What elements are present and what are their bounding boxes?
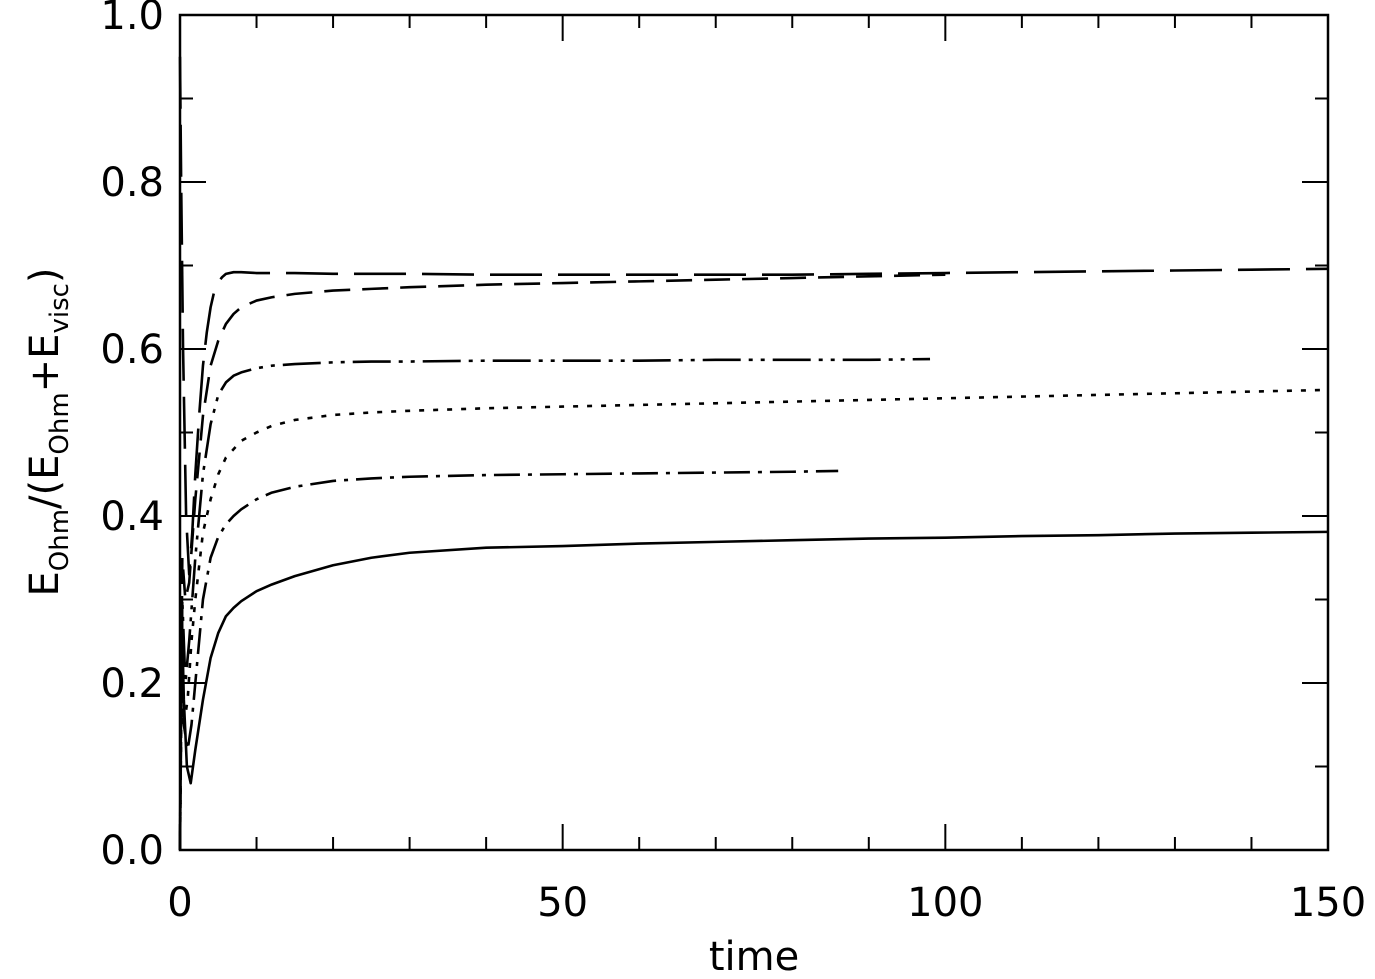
x-axis-label: time: [709, 934, 799, 979]
x-tick-label: 150: [1290, 880, 1366, 926]
y-label-denominator-sub1: Ohm: [45, 392, 75, 454]
series-line-1-solid: [178, 530, 1329, 851]
series-group: [178, 56, 1329, 851]
series-line-6-long-dash: [178, 56, 1329, 576]
y-tick-labels: 0.0 0.2 0.4 0.6 0.8 1.0: [100, 0, 164, 874]
y-tick-label: 1.0: [100, 0, 164, 39]
x-tick-label: 0: [167, 880, 192, 926]
y-tick-label: 0.6: [100, 327, 164, 373]
y-tick-label: 0.4: [100, 494, 164, 540]
plot-frame: [178, 13, 1330, 852]
y-label-close: ): [22, 267, 68, 283]
y-label-slash-open: /(: [22, 480, 68, 509]
series-line-3-dotted: [178, 388, 1329, 851]
x-tick-labels: 0 50 100 150: [167, 880, 1366, 926]
series-line-4-dash-dot-dot: [178, 357, 931, 851]
series-line-2-dash-dot: [178, 469, 839, 851]
y-label-numerator-sub: Ohm: [45, 509, 75, 571]
series-line-5-dashed: [178, 273, 946, 851]
y-label-base-3: E: [22, 334, 68, 359]
y-label-base-2: E: [22, 455, 68, 480]
y-tick-label: 0.2: [100, 661, 164, 707]
axis-ticks: [179, 14, 1329, 851]
x-tick-label: 100: [907, 880, 983, 926]
y-label-plus: +: [22, 359, 68, 393]
y-axis-label: EOhm/(EOhm+Evisc): [22, 267, 75, 596]
y-tick-label: 0.8: [100, 160, 164, 206]
y-label-base: E: [22, 571, 68, 596]
y-tick-label: 0.0: [100, 828, 164, 874]
x-tick-label: 50: [537, 880, 588, 926]
y-label-denominator-sub2: visc: [45, 283, 75, 333]
